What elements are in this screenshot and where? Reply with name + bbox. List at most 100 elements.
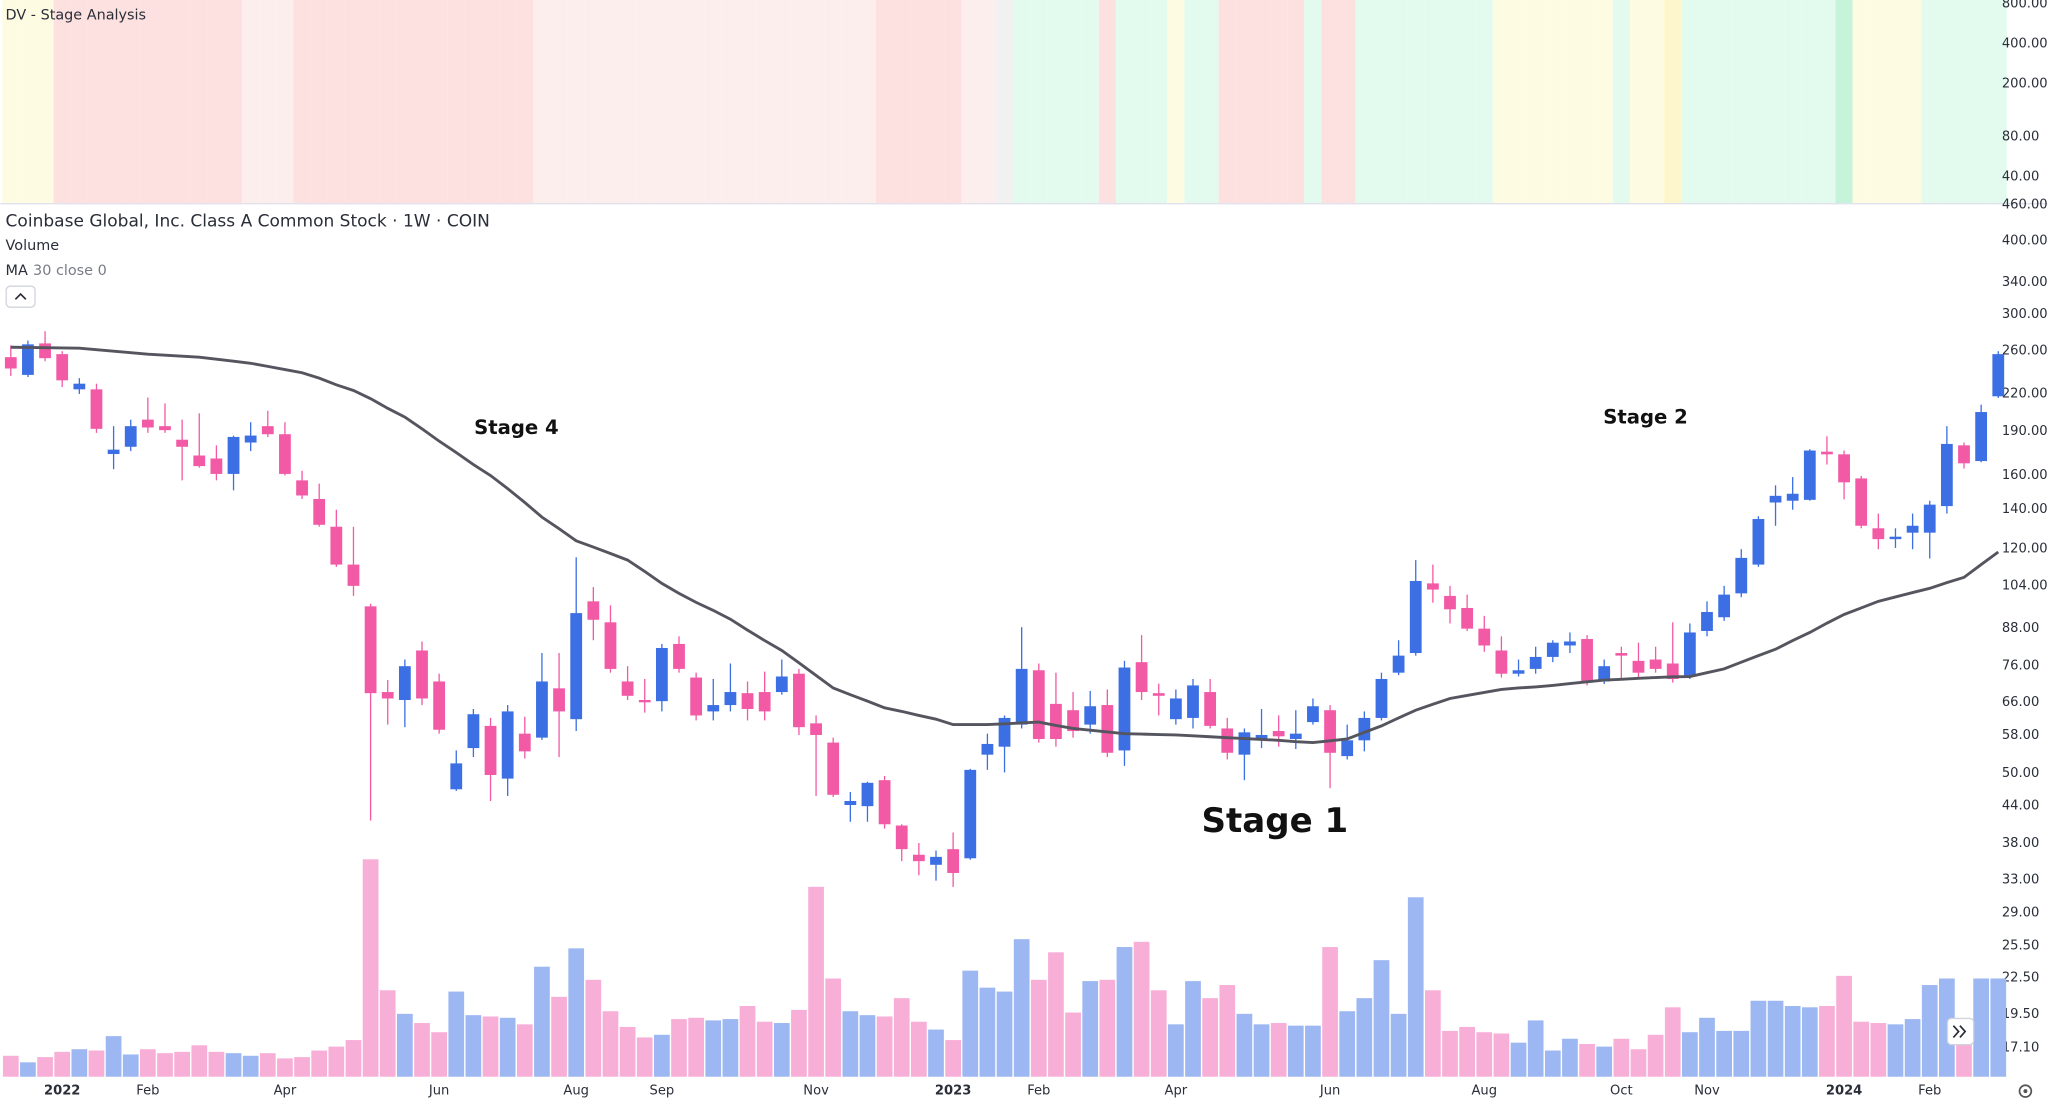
stage-band — [1715, 0, 1733, 204]
candle-body — [1752, 519, 1765, 565]
volume-bar — [688, 1017, 704, 1077]
y-tick-label: 400.00 — [2002, 233, 2048, 248]
scroll-button[interactable] — [1946, 1017, 1975, 1046]
stage-band — [413, 0, 431, 204]
stage-band — [567, 0, 585, 204]
candle-body — [4, 357, 17, 369]
candle-body — [296, 480, 308, 496]
volume-bar — [516, 1024, 533, 1077]
candle-body — [176, 439, 189, 447]
annotation: Stage 1 — [1201, 801, 1348, 841]
volume-bar — [1339, 1011, 1356, 1077]
candle-body — [1255, 734, 1268, 741]
volume-bar — [1750, 1000, 1767, 1077]
candle-body — [244, 435, 257, 443]
volume-bar — [962, 970, 979, 1077]
stage-band — [464, 0, 482, 204]
candle-body — [1409, 580, 1422, 654]
volume-bar — [1442, 1030, 1458, 1077]
volume-bar — [1630, 1049, 1647, 1077]
volume-bar — [259, 1053, 276, 1077]
x-tick-label: Sep — [650, 1084, 675, 1099]
stage-band — [704, 0, 722, 204]
volume-bar — [1305, 1025, 1321, 1077]
volume-bar — [208, 1051, 225, 1077]
stage-band — [1458, 0, 1476, 204]
stage-band — [1989, 0, 2007, 204]
stage-band — [1509, 0, 1528, 204]
scroll-box[interactable] — [1946, 1017, 1975, 1046]
stage-band — [1133, 0, 1151, 204]
candle-body — [1495, 650, 1508, 674]
volume-bar — [1716, 1030, 1732, 1077]
volume-bar — [602, 1011, 619, 1077]
collapse-box[interactable] — [5, 285, 36, 308]
volume-bar — [482, 1016, 499, 1077]
stage-band — [1955, 0, 1973, 204]
candle-body — [844, 800, 857, 806]
candle-body — [193, 455, 206, 467]
volume-bar — [191, 1045, 208, 1077]
candle-body — [724, 692, 737, 706]
stage-band — [1184, 0, 1202, 204]
candle-body — [518, 733, 531, 752]
candle-body — [1032, 670, 1045, 739]
candle-body — [964, 769, 977, 859]
stage-band — [293, 0, 311, 204]
settings-button[interactable] — [2018, 1084, 2033, 1098]
stage-band — [1544, 0, 1562, 204]
stage-band — [276, 0, 294, 204]
y-tick-label: 80.00 — [2002, 129, 2039, 144]
candle-body — [364, 606, 377, 694]
volume-bar — [71, 1049, 88, 1077]
y-tick-label: 220.00 — [2002, 386, 2048, 401]
volume-bar — [140, 1049, 156, 1077]
candle-body — [1238, 732, 1251, 755]
candle-body — [1461, 607, 1474, 629]
candle-body — [107, 449, 120, 455]
stage-band — [1441, 0, 1459, 204]
volume-bar — [1048, 952, 1064, 1077]
candle-body — [227, 436, 240, 474]
volume-bar — [1202, 998, 1218, 1077]
y-tick-label: 40.00 — [2002, 169, 2039, 184]
stage-band — [207, 0, 225, 204]
candle-body — [1649, 659, 1662, 669]
stage-band — [1475, 0, 1493, 204]
volume-bar — [88, 1050, 105, 1077]
annotation: Stage 2 — [1603, 405, 1688, 428]
x-tick-label: Aug — [1471, 1084, 1497, 1099]
volume-bar — [1425, 990, 1441, 1077]
ma-params: 30 close 0 — [33, 263, 107, 279]
x-tick-label: Feb — [1918, 1084, 1941, 1099]
volume-bar — [842, 1011, 859, 1077]
volume-bar — [1784, 1005, 1801, 1077]
candle-body — [1992, 354, 2005, 397]
settings-icon[interactable] — [2018, 1084, 2033, 1098]
ma-line — [10, 345, 2000, 745]
stage-band — [550, 0, 568, 204]
stage-band — [1595, 0, 1613, 204]
stage-band — [824, 0, 842, 204]
volume-bar — [1562, 1038, 1578, 1077]
volume-bar — [1236, 1013, 1253, 1077]
stage-band — [1869, 0, 1887, 204]
candle-body — [484, 725, 497, 775]
stage-band — [105, 0, 123, 204]
stage-band — [687, 0, 705, 204]
volume-bar — [1168, 1024, 1184, 1077]
stage-band — [1835, 0, 1853, 204]
collapse-button[interactable] — [5, 285, 36, 308]
candle-body — [1067, 710, 1079, 732]
stage-band — [1064, 0, 1082, 204]
volume-bar — [1116, 947, 1133, 1077]
x-tick-label: Jun — [428, 1084, 449, 1099]
stage-band — [1818, 0, 1836, 204]
candle-body — [1204, 692, 1217, 726]
candle-body — [1135, 662, 1148, 693]
volume-bar — [791, 1009, 807, 1077]
volume-bar — [773, 1023, 790, 1077]
x-tick-label: 2023 — [935, 1084, 971, 1099]
candle-body — [1564, 641, 1576, 646]
volume-bar — [671, 1019, 687, 1077]
